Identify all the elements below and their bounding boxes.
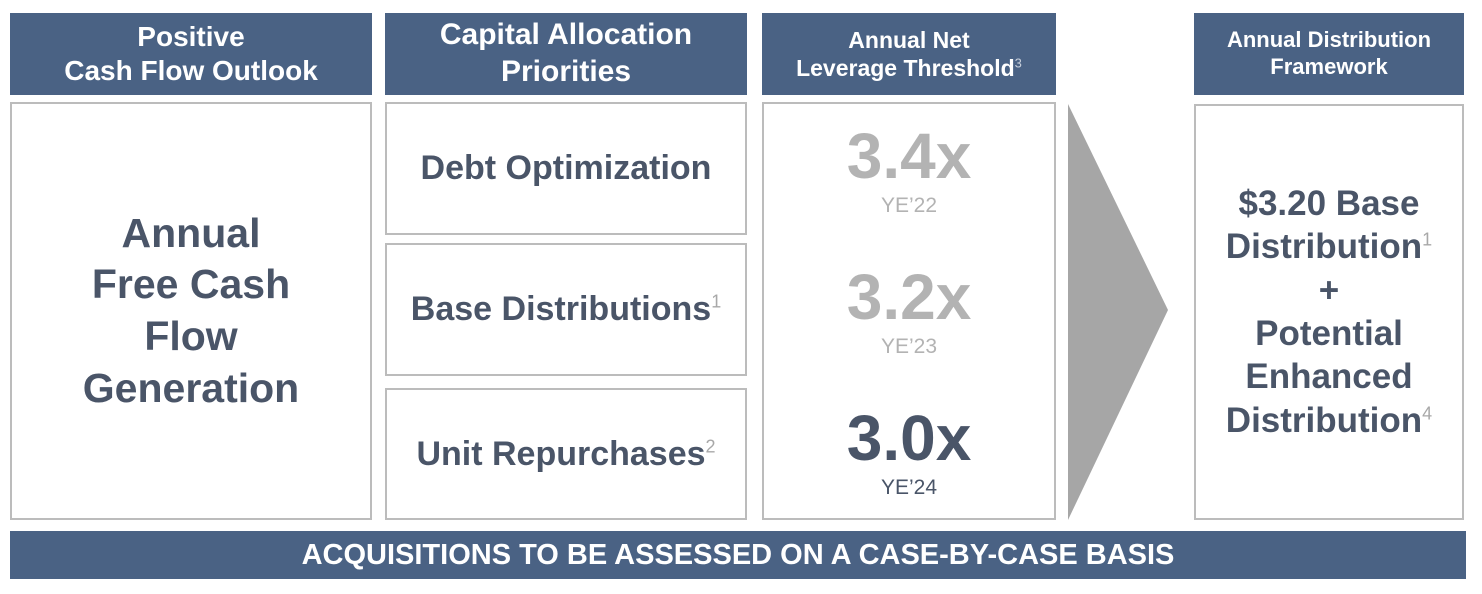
cash-flow-header-line1: Positive bbox=[137, 20, 245, 52]
leverage-header-line2: Leverage Threshold bbox=[796, 55, 1015, 81]
distribution-header-line1: Annual Distribution bbox=[1226, 27, 1432, 53]
free-cash-flow-line: Generation bbox=[82, 364, 300, 411]
leverage-header-line1: Annual Net bbox=[848, 26, 970, 53]
priority-debt-optimization: Debt Optimization bbox=[385, 102, 747, 235]
free-cash-flow-line: Free Cash bbox=[91, 261, 291, 308]
priority-base-distributions: Base Distributions1 bbox=[385, 243, 747, 376]
distribution-line: $3.20 Base bbox=[1238, 183, 1420, 223]
priority-unit-repurchases: Unit Repurchases2 bbox=[385, 388, 747, 520]
leverage-year: YE’23 bbox=[880, 335, 938, 358]
leverage-threshold-ye23: 3.2x YE’23 bbox=[762, 265, 1056, 359]
right-arrow-icon bbox=[1068, 104, 1168, 520]
free-cash-flow-box: Annual Free Cash Flow Generation bbox=[10, 102, 372, 520]
acquisitions-banner: ACQUISITIONS TO BE ASSESSED ON A CASE-BY… bbox=[10, 531, 1466, 579]
leverage-threshold-ye22: 3.4x YE’22 bbox=[762, 124, 1056, 218]
priority-label: Base Distributions bbox=[410, 290, 712, 328]
leverage-value: 3.2x bbox=[846, 261, 972, 333]
distribution-framework-box: $3.20 Base Distribution1 + Potential Enh… bbox=[1194, 104, 1464, 520]
leverage-value: 3.4x bbox=[846, 120, 972, 192]
cash-flow-header-line2: Cash Flow Outlook bbox=[64, 55, 318, 86]
footnote-marker: 2 bbox=[705, 436, 716, 457]
leverage-value: 3.0x bbox=[846, 402, 972, 474]
leverage-threshold-ye24: 3.0x YE’24 bbox=[762, 406, 1056, 500]
priority-label: Unit Repurchases bbox=[416, 434, 706, 473]
footnote-marker: 1 bbox=[1422, 229, 1433, 250]
distribution-header: Annual Distribution Framework bbox=[1194, 13, 1464, 95]
distribution-header-line2: Framework bbox=[1270, 54, 1388, 79]
distribution-line: Distribution bbox=[1225, 400, 1423, 440]
capital-allocation-header: Capital Allocation Priorities bbox=[385, 13, 747, 95]
plus-sign: + bbox=[1318, 270, 1340, 310]
leverage-header: Annual Net Leverage Threshold3 bbox=[762, 13, 1056, 95]
leverage-box bbox=[762, 102, 1056, 520]
footnote-marker: 3 bbox=[1014, 55, 1022, 71]
capital-allocation-header-line2: Priorities bbox=[500, 55, 632, 88]
free-cash-flow-line: Flow bbox=[144, 313, 238, 359]
priority-label: Debt Optimization bbox=[420, 149, 712, 187]
footnote-marker: 4 bbox=[1422, 403, 1433, 424]
capital-allocation-header-line1: Capital Allocation bbox=[439, 18, 693, 52]
leverage-year: YE’22 bbox=[880, 194, 938, 217]
leverage-year: YE’24 bbox=[880, 476, 938, 499]
free-cash-flow-line: Annual bbox=[121, 209, 261, 256]
footnote-marker: 1 bbox=[711, 291, 722, 312]
acquisitions-banner-text: ACQUISITIONS TO BE ASSESSED ON A CASE-BY… bbox=[301, 538, 1175, 571]
cash-flow-header: Positive Cash Flow Outlook bbox=[10, 13, 372, 95]
distribution-line: Potential bbox=[1255, 314, 1403, 353]
distribution-line: Distribution bbox=[1225, 227, 1423, 267]
distribution-line: Enhanced bbox=[1245, 357, 1413, 397]
